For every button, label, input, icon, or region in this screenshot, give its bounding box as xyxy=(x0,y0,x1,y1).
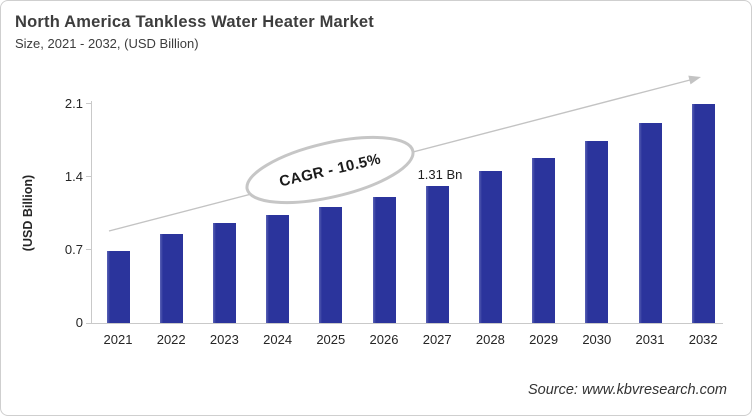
chart-subtitle: Size, 2021 - 2032, (USD Billion) xyxy=(15,36,199,51)
bar-2028 xyxy=(478,171,502,323)
x-tick-label-2028: 2028 xyxy=(475,332,505,347)
y-tick-label: 0 xyxy=(75,315,83,330)
x-tick-label-2027: 2027 xyxy=(422,332,452,347)
y-tick-mark xyxy=(86,176,91,178)
x-tick-label-2029: 2029 xyxy=(529,332,559,347)
y-axis-title: (USD Billion) xyxy=(21,174,35,252)
bar-2026 xyxy=(372,196,396,323)
x-axis-line xyxy=(91,323,723,324)
y-tick-label: 1.4 xyxy=(64,168,83,184)
y-tick-label: 2.1 xyxy=(64,95,83,111)
bar-2030 xyxy=(585,141,609,323)
x-tick-label-2030: 2030 xyxy=(582,332,612,347)
chart-title: North America Tankless Water Heater Mark… xyxy=(15,13,375,31)
y-axis-line xyxy=(91,101,92,323)
bar-2022 xyxy=(159,234,183,323)
y-tick-mark xyxy=(86,249,91,251)
bar-2027 xyxy=(425,186,449,323)
data-label-2027: 1.31 Bn xyxy=(417,167,463,182)
y-tick-mark xyxy=(86,103,91,105)
bar-2021 xyxy=(106,250,130,323)
bar-2032 xyxy=(691,103,715,323)
bar-2031 xyxy=(638,123,662,323)
trend-arrowhead-icon xyxy=(688,75,701,85)
bar-2023 xyxy=(212,222,236,323)
x-tick-label-2026: 2026 xyxy=(369,332,399,347)
source-credit: Source: www.kbvresearch.com xyxy=(527,382,727,398)
x-tick-label-2032: 2032 xyxy=(688,332,718,347)
x-tick-label-2031: 2031 xyxy=(635,332,665,347)
x-tick-label-2024: 2024 xyxy=(263,332,293,347)
x-tick-label-2025: 2025 xyxy=(316,332,346,347)
bar-2029 xyxy=(532,157,556,323)
y-tick-label: 0.7 xyxy=(64,241,83,257)
x-tick-label-2023: 2023 xyxy=(209,332,239,347)
y-tick-mark xyxy=(86,322,91,324)
bar-2025 xyxy=(319,207,343,323)
x-tick-label-2022: 2022 xyxy=(156,332,186,347)
bar-2024 xyxy=(266,215,290,323)
x-tick-label-2021: 2021 xyxy=(103,332,133,347)
